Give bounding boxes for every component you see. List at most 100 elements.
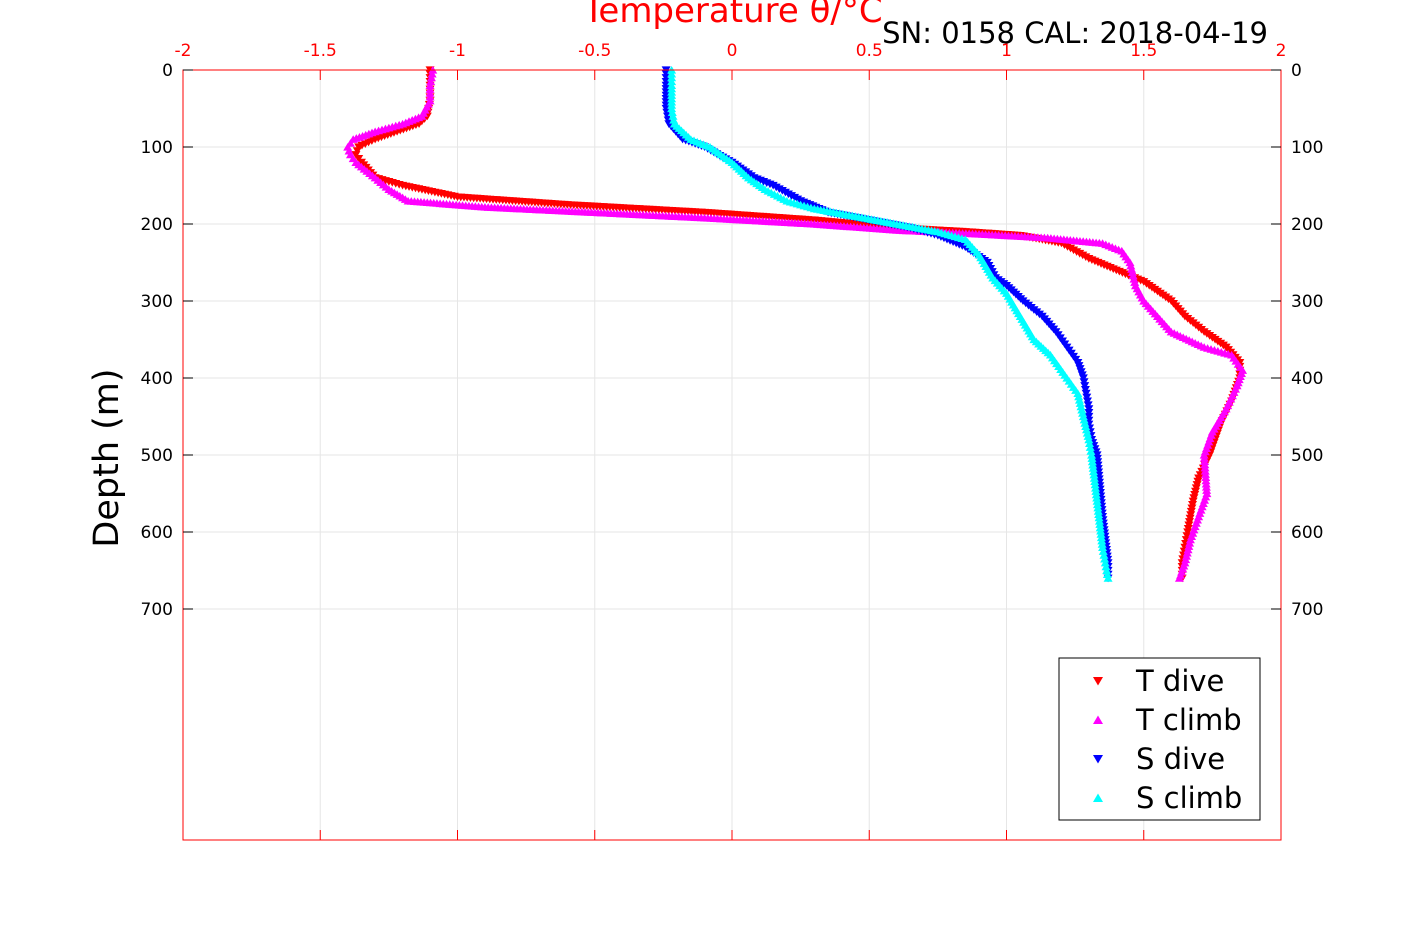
data-point xyxy=(1078,412,1088,421)
y-tick-label-left: 300 xyxy=(141,292,173,312)
data-point xyxy=(1090,480,1100,489)
data-point xyxy=(667,73,677,82)
legend-marker xyxy=(1093,755,1103,764)
data-point xyxy=(1084,409,1094,417)
data-point xyxy=(1182,548,1192,557)
data-point xyxy=(1092,500,1102,509)
series-t-climb xyxy=(343,65,1248,582)
y-tick-label-right: 100 xyxy=(1291,138,1323,158)
data-point xyxy=(1080,419,1090,427)
data-point xyxy=(1096,526,1106,535)
data-point xyxy=(1127,265,1137,273)
y-tick-label-right: 300 xyxy=(1291,292,1323,312)
x-tick-label: -1 xyxy=(449,41,466,61)
x-tick-label: -2 xyxy=(175,41,192,61)
data-point xyxy=(1182,532,1192,540)
series-s-climb xyxy=(667,65,1113,582)
data-point xyxy=(1091,487,1101,495)
data-point xyxy=(1090,477,1100,485)
y-tick-label-right: 500 xyxy=(1291,446,1323,466)
data-point xyxy=(1129,274,1139,283)
data-point xyxy=(1079,378,1089,386)
legend-marker xyxy=(1093,793,1103,802)
data-point xyxy=(1100,558,1110,567)
data-point xyxy=(1074,395,1084,404)
data-point xyxy=(1081,422,1091,430)
data-point xyxy=(1089,467,1099,476)
data-point xyxy=(1174,574,1184,582)
data-point xyxy=(1096,530,1106,538)
data-point xyxy=(667,104,677,113)
data-point xyxy=(1079,415,1089,424)
x-tick-label: -0.5 xyxy=(578,41,611,61)
data-point xyxy=(425,81,435,89)
data-point xyxy=(1094,510,1104,518)
legend-label: T climb xyxy=(1135,703,1242,737)
data-point xyxy=(1093,507,1103,515)
y-tick-label-left: 700 xyxy=(141,600,173,620)
data-point xyxy=(1099,551,1109,559)
data-point xyxy=(1184,542,1194,550)
data-series xyxy=(343,65,1248,583)
data-point xyxy=(1098,543,1108,551)
data-point xyxy=(354,143,364,152)
data-point xyxy=(352,147,362,155)
data-point xyxy=(1181,555,1191,564)
data-point xyxy=(1089,474,1099,482)
data-point xyxy=(1130,278,1140,286)
data-point xyxy=(1082,393,1092,402)
data-point xyxy=(1081,389,1091,398)
data-point xyxy=(426,77,436,86)
data-point xyxy=(1091,490,1101,499)
x-tick-label: -1.5 xyxy=(304,41,337,61)
y-tick-label-right: 200 xyxy=(1291,215,1323,235)
data-point xyxy=(354,154,364,163)
y-tick-label-right: 0 xyxy=(1291,61,1302,81)
data-point xyxy=(1183,545,1193,554)
data-point xyxy=(1078,374,1088,383)
data-point xyxy=(1087,450,1097,459)
data-point xyxy=(667,108,677,116)
data-point xyxy=(1080,385,1090,394)
data-point xyxy=(1103,574,1113,582)
x-tick-label: 1.5 xyxy=(1130,41,1157,61)
data-point xyxy=(1087,454,1097,462)
data-point xyxy=(1096,533,1106,542)
y-tick-label-right: 400 xyxy=(1291,369,1323,389)
data-point xyxy=(1127,268,1137,276)
data-point xyxy=(426,73,436,82)
data-point xyxy=(1076,402,1086,411)
legend-marker xyxy=(1093,677,1103,686)
y-tick-label-right: 600 xyxy=(1291,523,1323,543)
data-point xyxy=(1084,435,1094,444)
legend-label: T dive xyxy=(1135,664,1224,698)
data-point xyxy=(1101,562,1111,571)
data-point xyxy=(1085,443,1095,451)
y-tick-label-left: 200 xyxy=(141,215,173,235)
data-point xyxy=(1183,528,1193,537)
data-point xyxy=(425,92,435,101)
data-point xyxy=(1094,516,1104,525)
y-axis-label: Depth (m) xyxy=(87,368,127,547)
chart-title: Temperature θ/°C xyxy=(582,0,882,31)
data-point xyxy=(1083,401,1093,409)
data-point xyxy=(1102,570,1112,578)
data-point xyxy=(1084,412,1094,421)
data-point xyxy=(1092,497,1102,505)
data-point xyxy=(1082,428,1092,437)
data-point xyxy=(1125,258,1135,267)
data-point xyxy=(1095,520,1105,528)
serial-calibration-header: SN: 0158 CAL: 2018-04-19 xyxy=(882,16,1268,50)
data-point xyxy=(1088,464,1098,472)
legend: T dive T climb S dive S climb xyxy=(1058,657,1261,821)
data-point xyxy=(1080,382,1090,390)
legend-label: S climb xyxy=(1136,781,1242,815)
data-point xyxy=(1084,405,1094,413)
y-tick-label-left: 600 xyxy=(141,523,173,543)
data-point xyxy=(1098,547,1108,555)
data-point xyxy=(1185,535,1195,544)
data-point xyxy=(1092,493,1102,502)
data-point xyxy=(1087,457,1097,466)
